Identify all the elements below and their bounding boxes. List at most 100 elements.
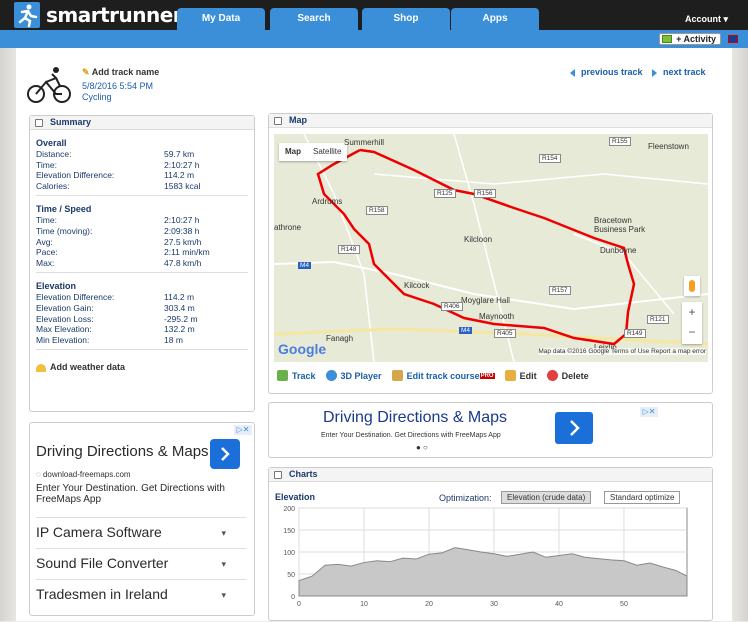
map-type-satellite[interactable]: Satellite	[313, 147, 342, 156]
next-track-link[interactable]: next track	[652, 67, 706, 77]
stat-label: Distance:	[36, 149, 72, 159]
map-label: athrone	[274, 223, 302, 232]
road-label: R148	[338, 245, 360, 254]
map-type-map[interactable]: Map	[285, 147, 301, 156]
opt-standard-button[interactable]: Standard optimize	[604, 491, 681, 504]
road-label: R149	[624, 329, 646, 338]
tab-apps[interactable]: Apps	[451, 8, 539, 30]
chart-title: Elevation	[275, 492, 316, 502]
speed-title: Time / Speed	[36, 204, 92, 215]
stat-row: Elevation Gain: 303.4 m	[30, 303, 254, 314]
map-panel: Map Map Satellite Summerhill Fleenstown …	[268, 113, 713, 394]
track-label: Track	[292, 370, 316, 381]
elevation-chart[interactable]: 0 50 100 150 200 0 10 20 30 40 50	[269, 506, 714, 622]
map-label: Kilcloon	[464, 235, 493, 244]
track-button[interactable]: Track	[277, 370, 316, 381]
top-nav-bar: smartrunner My Data Search Shop Apps Acc…	[0, 0, 748, 30]
add-weather-link[interactable]: Add weather data	[36, 362, 254, 372]
map-canvas[interactable]: Map Satellite Summerhill Fleenstown Ardr…	[274, 134, 708, 362]
stat-label: Avg:	[36, 236, 53, 247]
right-background-strip	[732, 48, 748, 621]
ad-arrow-button[interactable]	[210, 439, 240, 469]
add-track-name-link[interactable]: ✎ Add track name	[82, 67, 159, 78]
stat-row: Time (moving): 2:09:38 h	[30, 226, 254, 237]
delete-button[interactable]: Delete	[546, 370, 589, 381]
map-type-toggle[interactable]: Map Satellite	[279, 143, 348, 161]
ad-link-label: IP Camera Software	[36, 524, 162, 540]
ad-link-ip-camera[interactable]: IP Camera Software ▾	[36, 517, 246, 540]
left-background-strip	[0, 48, 16, 621]
map-attribution[interactable]: Map data ©2016 Google Terms of Use Repor…	[538, 348, 706, 355]
previous-track-link[interactable]: previous track	[570, 67, 643, 77]
zoom-out-icon[interactable]: −	[688, 325, 696, 339]
road-label: R121	[647, 315, 669, 324]
map-header[interactable]: Map	[269, 114, 712, 128]
edit-course-button[interactable]: Edit track course PRO	[391, 370, 495, 381]
charts-header[interactable]: Charts	[269, 468, 712, 482]
road-label: R154	[539, 154, 561, 163]
collapse-icon[interactable]	[274, 117, 282, 125]
stat-value: 59.7 km	[164, 149, 195, 159]
elevation-area	[298, 547, 688, 597]
stat-value: 114.2 m	[164, 170, 195, 181]
3d-player-button[interactable]: 3D Player	[325, 370, 382, 381]
stat-label: Max Elevation:	[36, 324, 92, 335]
zoom-in-icon[interactable]: +	[688, 305, 696, 319]
stat-row: Time: 2:10:27 h	[30, 215, 254, 226]
zoom-control[interactable]: + −	[682, 302, 702, 344]
motorway-label: M4	[298, 262, 312, 269]
stat-label: Elevation Difference:	[36, 292, 115, 303]
tab-search[interactable]: Search	[270, 8, 358, 30]
pencil-icon: ✎	[82, 67, 90, 77]
map-label: Fanagh	[326, 334, 354, 343]
tab-shop[interactable]: Shop	[362, 8, 450, 30]
summary-header[interactable]: Summary	[30, 116, 254, 130]
stat-label: Elevation Difference:	[36, 170, 115, 181]
ad-left[interactable]: ▷✕ Driving Directions & Maps ◌ download-…	[29, 422, 255, 616]
road-label: R406	[441, 302, 463, 311]
ad-link-sound-converter[interactable]: Sound File Converter ▾	[36, 548, 246, 571]
stat-row: Pace: 2:11 min/km	[30, 247, 254, 258]
stat-value: 114.2 m	[164, 292, 195, 303]
edit-button[interactable]: Edit	[504, 370, 537, 381]
ad-url[interactable]: ◌ download-freemaps.com	[36, 470, 131, 479]
x-tick-label: 20	[425, 601, 433, 608]
stat-row: Elevation Loss: -295.2 m	[30, 314, 254, 325]
y-tick-label: 200	[283, 506, 295, 513]
edit-course-label: Edit track course	[406, 370, 480, 381]
map-label: Dunboyne	[600, 246, 637, 255]
language-flag-icon[interactable]	[728, 35, 738, 43]
ad-pager-dots[interactable]: ● ○	[416, 443, 428, 452]
runner-logo-icon	[14, 2, 40, 28]
road-label: R125	[434, 189, 456, 198]
chevron-down-icon: ▾	[221, 528, 226, 538]
ad-middle[interactable]: ▷✕ Driving Directions & Maps Enter Your …	[268, 402, 713, 458]
map-actions: Track 3D Player Edit track course PRO Edi…	[277, 370, 599, 381]
charts-panel: Charts Elevation Optimization: Elevation…	[268, 467, 713, 621]
opt-crude-button[interactable]: Elevation (crude data)	[501, 491, 592, 504]
logo[interactable]: smartrunner	[14, 2, 183, 28]
ad-title[interactable]: Driving Directions & Maps	[323, 409, 508, 426]
ad-choices-icon[interactable]: ▷✕	[234, 425, 252, 435]
tab-my-data[interactable]: My Data	[177, 8, 265, 30]
collapse-icon[interactable]	[274, 471, 282, 479]
collapse-icon[interactable]	[35, 119, 43, 127]
account-menu[interactable]: Account ▾	[684, 14, 728, 24]
ad-description: Enter Your Destination. Get Directions w…	[36, 483, 225, 505]
ad-arrow-button[interactable]	[555, 412, 593, 444]
map-label: Kilcock	[404, 281, 430, 290]
ad-title[interactable]: Driving Directions & Maps	[36, 443, 209, 460]
stat-row: Max Elevation: 132.2 m	[30, 324, 254, 335]
cycling-icon	[27, 67, 71, 103]
ad-choices-icon[interactable]: ▷✕	[640, 407, 658, 417]
x-tick-label: 10	[360, 601, 368, 608]
ad-link-tradesmen[interactable]: Tradesmen in Ireland ▾	[36, 579, 246, 602]
stat-row: Elevation Difference: 114.2 m	[30, 292, 254, 303]
google-logo: Google	[278, 341, 327, 357]
chevron-down-icon: ▾	[221, 590, 226, 600]
add-activity-button[interactable]: + Activity	[659, 33, 721, 45]
street-view-icon[interactable]	[684, 276, 700, 296]
play-icon	[325, 370, 337, 381]
sub-nav-bar: + Activity	[0, 30, 748, 48]
stat-value: 2:10:27 h	[164, 159, 200, 170]
